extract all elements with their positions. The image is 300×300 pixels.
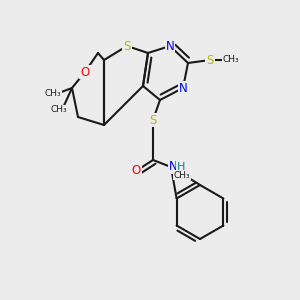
Text: N: N [178,82,188,94]
Text: CH₃: CH₃ [45,89,61,98]
Text: S: S [149,113,157,127]
Text: H: H [177,162,185,172]
Text: N: N [166,40,174,52]
Text: CH₃: CH₃ [51,106,67,115]
Text: O: O [80,65,90,79]
Text: O: O [131,164,141,178]
Text: CH₃: CH₃ [223,56,239,64]
Text: S: S [206,53,214,67]
Text: N: N [169,160,177,173]
Text: S: S [123,40,131,52]
Text: CH₃: CH₃ [174,170,190,179]
